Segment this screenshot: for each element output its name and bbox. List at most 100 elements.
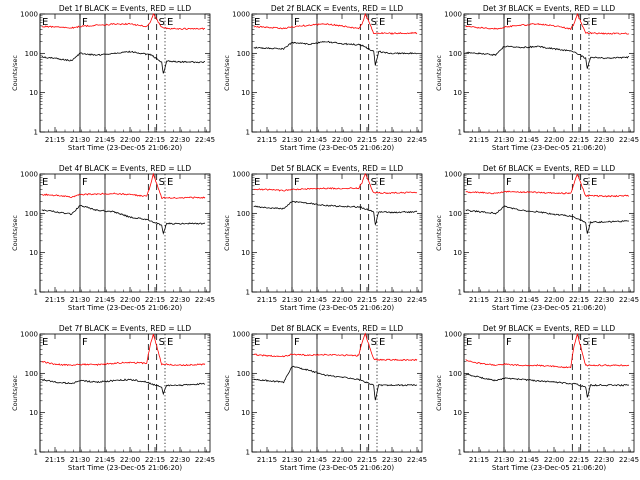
y-tick-label: 10: [29, 249, 38, 257]
events-series-line: [465, 45, 630, 69]
y-tick-label: 100: [237, 50, 250, 58]
x-tick-label: 22:15: [569, 456, 589, 464]
y-tick-label: 1: [458, 289, 462, 297]
detector-panel-3: Det 3f BLACK = Events, RED = LLD 1 10 100 10…: [435, 4, 639, 152]
x-axis-label: Start Time (23-Dec-05 21:06:20): [68, 144, 182, 152]
y-tick-label: 1000: [20, 331, 38, 339]
events-series-line: [465, 373, 630, 398]
phase-marker-label: F: [506, 337, 512, 348]
x-tick-label: 22:00: [120, 296, 140, 304]
phase-marker-label: S: [371, 177, 377, 188]
phase-marker-label: E: [167, 177, 173, 188]
y-tick-label: 100: [449, 210, 462, 218]
x-tick-label: 22:30: [170, 296, 190, 304]
plot-frame: [463, 13, 635, 133]
x-tick-label: 22:45: [407, 296, 427, 304]
x-tick-label: 21:45: [519, 456, 539, 464]
x-tick-label: 22:15: [145, 456, 165, 464]
x-tick-label: 22:30: [594, 136, 614, 144]
y-axis-label: Counts/sec: [223, 215, 231, 251]
x-tick-label: 21:45: [307, 456, 327, 464]
x-axis-label: Start Time (23-Dec-05 21:06:20): [280, 304, 394, 312]
events-series-line: [253, 40, 418, 66]
y-tick-label: 1: [34, 449, 38, 457]
x-tick-label: 22:15: [145, 136, 165, 144]
phase-marker-label: F: [294, 177, 300, 188]
phase-marker-label: E: [466, 17, 472, 28]
x-tick-label: 21:30: [494, 296, 514, 304]
x-tick-label: 22:30: [382, 296, 402, 304]
y-tick-label: 1: [246, 129, 250, 137]
lld-series-line: [41, 172, 206, 199]
panel-title: Det 8f BLACK = Events, RED = LLD: [271, 324, 404, 333]
x-tick-label: 22:00: [332, 456, 352, 464]
y-axis-label: Counts/sec: [223, 55, 231, 91]
x-tick-label: 22:45: [619, 296, 639, 304]
x-tick-label: 22:00: [544, 296, 564, 304]
y-tick-label: 10: [453, 89, 462, 97]
y-axis-label: Counts/sec: [11, 375, 19, 411]
detector-panel-8: Det 8f BLACK = Events, RED = LLD 1 10 100 10…: [223, 324, 427, 472]
phase-marker-label: E: [42, 337, 48, 348]
x-tick-label: 21:15: [45, 456, 65, 464]
x-tick-label: 22:45: [195, 456, 215, 464]
y-tick-label: 100: [449, 50, 462, 58]
x-tick-label: 21:30: [494, 456, 514, 464]
x-tick-label: 22:45: [619, 136, 639, 144]
phase-marker-label: E: [42, 177, 48, 188]
lld-series-line: [465, 173, 630, 198]
x-axis-label: Start Time (23-Dec-05 21:06:20): [492, 304, 606, 312]
x-tick-label: 22:45: [619, 456, 639, 464]
detector-panel-7: Det 7f BLACK = Events, RED = LLD 1 10 100 10…: [11, 324, 215, 472]
panel-title: Det 3f BLACK = Events, RED = LLD: [483, 4, 616, 13]
detector-panel-5: Det 5f BLACK = Events, RED = LLD 1 10 100 10…: [223, 164, 427, 312]
plot-frame: [251, 13, 423, 133]
x-tick-label: 22:00: [120, 136, 140, 144]
x-tick-label: 21:30: [282, 296, 302, 304]
y-tick-label: 1000: [444, 171, 462, 179]
detector-panel-4: Det 4f BLACK = Events, RED = LLD 1 10 100 10…: [11, 164, 215, 312]
x-tick-label: 22:00: [120, 456, 140, 464]
phase-marker-label: S: [159, 177, 165, 188]
y-tick-label: 1000: [444, 11, 462, 19]
panel-title: Det 2f BLACK = Events, RED = LLD: [271, 4, 404, 13]
x-tick-label: 22:45: [195, 296, 215, 304]
plot-frame: [463, 173, 635, 293]
x-tick-label: 21:30: [70, 136, 90, 144]
phase-marker-label: S: [371, 337, 377, 348]
x-tick-label: 22:15: [357, 456, 377, 464]
lld-series-line: [465, 333, 630, 369]
y-tick-label: 1: [246, 449, 250, 457]
x-tick-label: 22:15: [569, 136, 589, 144]
x-axis-label: Start Time (23-Dec-05 21:06:20): [280, 144, 394, 152]
plot-frame: [39, 173, 211, 293]
x-tick-label: 21:45: [307, 296, 327, 304]
plot-frame: [39, 13, 211, 133]
phase-marker-label: E: [466, 177, 472, 188]
x-tick-label: 21:15: [257, 456, 277, 464]
y-axis-label: Counts/sec: [435, 55, 443, 91]
y-axis-label: Counts/sec: [11, 55, 19, 91]
phase-marker-label: S: [159, 337, 165, 348]
phase-marker-label: F: [82, 177, 88, 188]
phase-marker-label: S: [583, 177, 589, 188]
phase-marker-label: E: [379, 177, 385, 188]
phase-marker-label: E: [591, 177, 597, 188]
x-axis-label: Start Time (23-Dec-05 21:06:20): [280, 464, 394, 472]
x-tick-label: 22:00: [544, 136, 564, 144]
x-tick-label: 22:00: [544, 456, 564, 464]
phase-marker-label: E: [379, 337, 385, 348]
y-axis-label: Counts/sec: [11, 215, 19, 251]
y-tick-label: 1000: [232, 331, 250, 339]
phase-marker-label: F: [294, 17, 300, 28]
x-tick-label: 21:15: [469, 296, 489, 304]
panel-title: Det 5f BLACK = Events, RED = LLD: [271, 164, 404, 173]
x-tick-label: 22:15: [569, 296, 589, 304]
y-tick-label: 1: [246, 289, 250, 297]
x-axis-label: Start Time (23-Dec-05 21:06:20): [68, 464, 182, 472]
x-tick-label: 21:45: [95, 456, 115, 464]
events-series-line: [253, 365, 418, 401]
events-series-line: [465, 205, 630, 234]
x-tick-label: 22:45: [407, 136, 427, 144]
